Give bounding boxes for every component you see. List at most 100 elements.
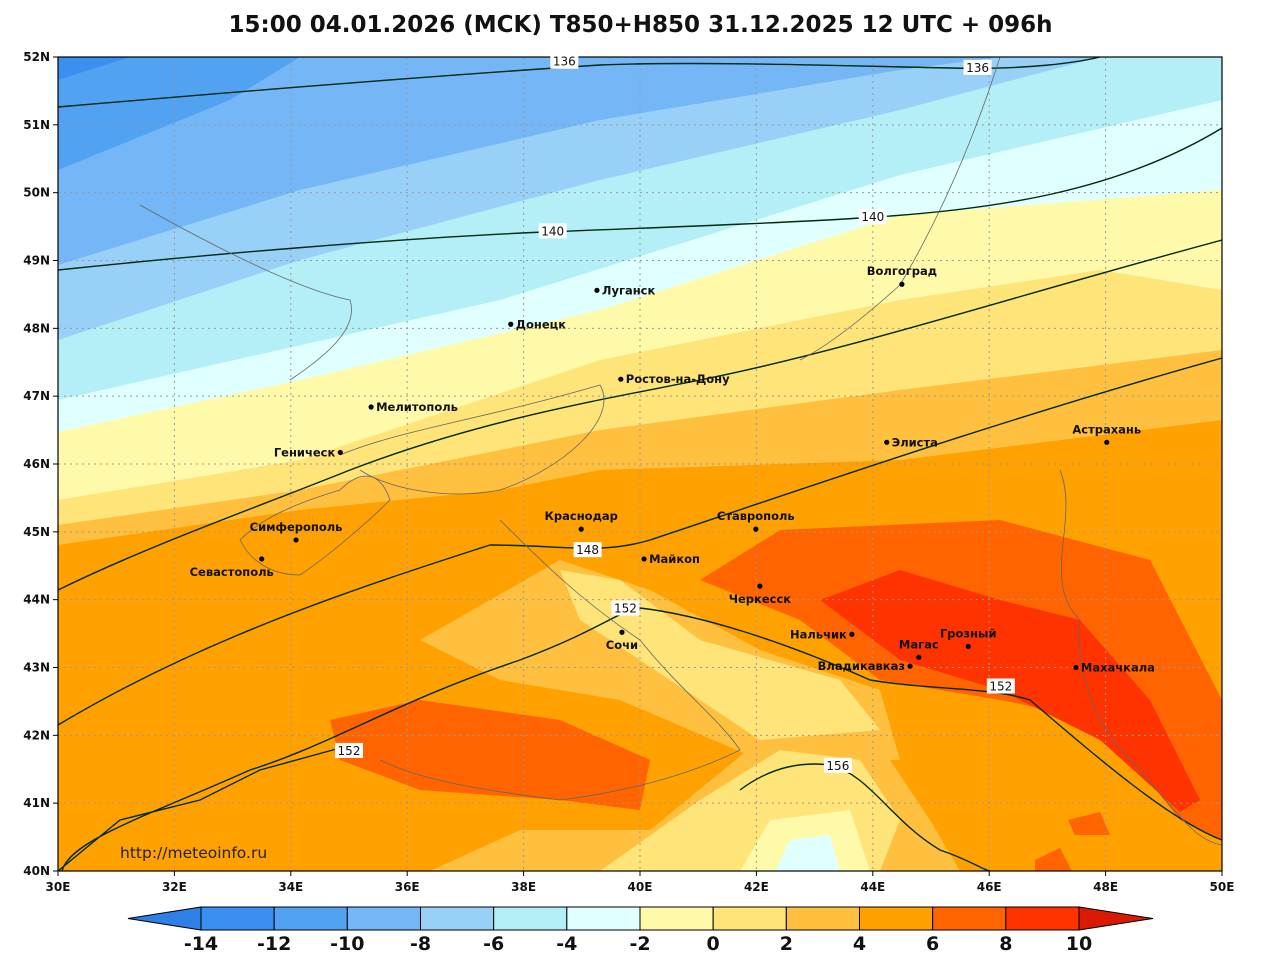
city-label: Владикавказ <box>818 659 905 673</box>
dnieper-river <box>139 204 352 381</box>
city-dot <box>1104 439 1110 445</box>
contour-156 <box>739 763 991 871</box>
contour-label-bg <box>963 59 992 75</box>
city-dot <box>619 629 625 635</box>
colorbar-label: 2 <box>780 933 793 955</box>
city-label: Донецк <box>516 317 566 331</box>
lon-tick-label: 42E <box>744 880 769 894</box>
city-label: Ставрополь <box>717 509 795 523</box>
city-marker: Севастополь <box>190 556 274 579</box>
contour-label-bg <box>611 600 640 616</box>
colorbar-under-arrow <box>127 906 202 931</box>
city-marker: Луганск <box>594 283 656 297</box>
city-dot <box>594 287 600 293</box>
city-dot <box>641 556 647 562</box>
city-label: Краснодар <box>545 509 618 523</box>
contour-label: 152 <box>338 744 361 758</box>
contour-label-bg <box>335 742 363 758</box>
city-label: Магас <box>899 637 939 651</box>
colorbar-swatch <box>1005 906 1080 931</box>
city-dot <box>907 663 913 669</box>
city-label: Астрахань <box>1072 422 1141 436</box>
colorbar-label: -2 <box>629 933 650 955</box>
city-marker: Нальчик <box>790 627 855 641</box>
city-marker: Геническ <box>274 445 343 459</box>
colorbar-over-arrow <box>1078 906 1154 931</box>
city-marker: Черкесск <box>729 583 791 606</box>
city-dot <box>757 583 763 589</box>
lon-tick-label: 32E <box>162 880 187 894</box>
colorbar-label: -14 <box>184 933 218 955</box>
contour-label: 152 <box>614 601 637 615</box>
band-south-m4-m2 <box>775 835 840 871</box>
lat-tick-label: 51N <box>23 118 50 132</box>
colorbar-label: -10 <box>330 933 364 955</box>
lat-tick-label: 52N <box>23 50 50 64</box>
lat-tick-label: 48N <box>23 321 50 335</box>
colorbar-label: -6 <box>483 933 504 955</box>
city-label: Мелитополь <box>376 400 458 414</box>
city-dot <box>293 537 299 543</box>
colorbar-label: -8 <box>410 933 431 955</box>
azov-coast <box>339 384 605 495</box>
lon-tick-label: 38E <box>511 880 536 894</box>
lat-tick-label: 46N <box>23 457 50 471</box>
city-label: Нальчик <box>790 627 847 641</box>
contour-label-bg <box>823 757 852 773</box>
lat-tick-label: 42N <box>23 728 50 742</box>
city-dot <box>916 654 922 660</box>
city-marker: Владикавказ <box>818 659 913 673</box>
city-label: Ростов-на-Дону <box>626 372 730 386</box>
colorbar: -14 -12 -10 -8 -6 -4 -2 0 2 4 6 8 10 <box>127 906 1154 955</box>
band-m12-m10 <box>58 57 300 170</box>
city-marker: Волгоград <box>867 264 937 287</box>
city-dot <box>849 631 855 637</box>
colorbar-label: -12 <box>257 933 291 955</box>
lat-tick-label: 40N <box>23 864 50 878</box>
map-title: 15:00 04.01.2026 (MCK) T850+H850 31.12.2… <box>228 12 1053 38</box>
colorbar-label: 4 <box>853 933 866 955</box>
band-caucasus-0-2 <box>560 570 880 740</box>
city-marker: Сочи <box>606 629 638 652</box>
city-marker: Донецк <box>508 317 566 331</box>
city-marker: Магас <box>899 637 939 660</box>
city-dot <box>578 526 584 532</box>
volga-river <box>799 57 1001 361</box>
contour-labels: 136 136 140 140 148 152 152 152 156 <box>335 53 1015 773</box>
city-marker: Майкоп <box>641 552 700 566</box>
lon-tick-label: 36E <box>395 880 420 894</box>
band-south-6-8 <box>1035 812 1110 871</box>
city-dot <box>899 281 905 287</box>
lon-tick-label: 30E <box>46 880 71 894</box>
city-label: Махачкала <box>1081 661 1155 675</box>
contour-152 <box>61 607 1222 871</box>
colorbar-swatch <box>566 906 641 931</box>
city-markers: Волгоград Луганск Донецк Ростов-на-Дону Мели… <box>190 264 1155 674</box>
caspian-coast <box>1059 469 1222 846</box>
city-marker: Ставрополь <box>717 509 795 532</box>
lat-tick-label: 50N <box>23 186 50 200</box>
band-m10-m8 <box>58 57 1000 265</box>
lat-tick-label: 41N <box>23 796 50 810</box>
watermark: http://meteoinfo.ru <box>120 844 267 862</box>
lon-tick-label: 48E <box>1093 880 1118 894</box>
colorbar-swatch <box>493 906 568 931</box>
colorbar-swatch <box>346 906 422 931</box>
contour-label-bg <box>550 53 579 69</box>
city-label: Севастополь <box>190 565 274 579</box>
contour-144 <box>58 239 1222 591</box>
lat-tick-label: 44N <box>23 593 50 607</box>
city-label: Волгоград <box>867 264 937 278</box>
contour-label-bg <box>573 542 602 558</box>
city-marker: Ростов-на-Дону <box>618 372 730 386</box>
contour-label-bg <box>538 223 567 239</box>
lon-tick-label: 44E <box>860 880 885 894</box>
city-marker: Махачкала <box>1073 661 1155 675</box>
contour-136 <box>58 57 1101 108</box>
graticule <box>58 57 1222 871</box>
city-label: Луганск <box>602 283 656 297</box>
colorbar-label: 8 <box>999 933 1012 955</box>
colorbar-swatch <box>932 906 1007 931</box>
contour-label: 152 <box>989 679 1012 693</box>
